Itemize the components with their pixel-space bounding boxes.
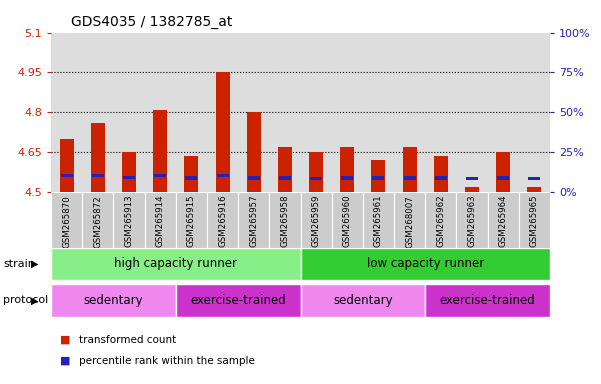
Bar [122,152,136,192]
Bar [59,139,74,192]
Text: GSM265957: GSM265957 [249,195,258,247]
Text: GSM265959: GSM265959 [311,195,320,247]
Bar [92,174,104,177]
Bar [456,192,487,248]
Text: GSM265870: GSM265870 [62,195,71,248]
Bar [51,192,82,248]
Text: high capacity runner: high capacity runner [114,258,237,270]
Bar [300,284,426,317]
Bar [527,187,542,192]
Bar [404,176,415,179]
Text: GSM265965: GSM265965 [530,195,539,247]
Bar [363,192,394,248]
Text: GSM265914: GSM265914 [156,195,165,247]
Bar [185,156,198,192]
Bar [145,192,176,248]
Bar [528,177,540,180]
Bar [238,192,269,248]
Text: percentile rank within the sample: percentile rank within the sample [79,356,255,366]
Bar [487,192,519,248]
Text: GSM265958: GSM265958 [281,195,290,247]
Text: GSM265916: GSM265916 [218,195,227,247]
Text: ▶: ▶ [31,295,38,306]
Bar [91,123,105,192]
Bar [403,147,416,192]
Bar [426,284,550,317]
Bar [465,187,479,192]
Text: ■: ■ [60,356,70,366]
Text: sedentary: sedentary [333,294,392,307]
Bar [310,177,322,180]
Bar [114,192,145,248]
Bar [300,192,332,248]
Text: GSM268007: GSM268007 [405,195,414,248]
Bar [426,192,456,248]
Text: exercise-trained: exercise-trained [440,294,535,307]
Bar [371,160,385,192]
Text: GSM265960: GSM265960 [343,195,352,247]
Bar [435,176,447,179]
Bar [394,192,426,248]
Bar [519,192,550,248]
Text: low capacity runner: low capacity runner [367,258,484,270]
Text: ▶: ▶ [31,259,38,269]
Bar [216,174,228,177]
Bar [154,174,166,177]
Text: protocol: protocol [3,295,48,306]
Bar [176,192,207,248]
Bar [434,156,448,192]
Text: GSM265913: GSM265913 [124,195,133,247]
Text: GSM265962: GSM265962 [436,195,445,247]
Text: GSM265964: GSM265964 [499,195,508,247]
Bar [51,248,300,280]
Bar [247,112,261,192]
Text: ■: ■ [60,335,70,345]
Bar [373,176,385,179]
Bar [332,192,363,248]
Bar [207,192,238,248]
Bar [61,174,73,177]
Bar [176,284,300,317]
Bar [51,284,176,317]
Bar [340,147,354,192]
Bar [216,73,230,192]
Text: GSM265963: GSM265963 [468,195,477,247]
Bar [309,152,323,192]
Bar [496,152,510,192]
Text: sedentary: sedentary [84,294,143,307]
Bar [82,192,114,248]
Text: GSM265872: GSM265872 [93,195,102,248]
Bar [497,176,509,179]
Text: transformed count: transformed count [79,335,177,345]
Text: GDS4035 / 1382785_at: GDS4035 / 1382785_at [71,15,233,29]
Bar [300,248,550,280]
Text: exercise-trained: exercise-trained [191,294,286,307]
Bar [186,176,197,179]
Text: GSM265915: GSM265915 [187,195,196,247]
Bar [153,110,167,192]
Bar [466,177,478,180]
Text: GSM265961: GSM265961 [374,195,383,247]
Bar [279,176,291,179]
Bar [123,176,135,179]
Text: strain: strain [3,259,35,269]
Bar [269,192,300,248]
Bar [248,176,260,179]
Bar [278,147,292,192]
Bar [341,176,353,179]
